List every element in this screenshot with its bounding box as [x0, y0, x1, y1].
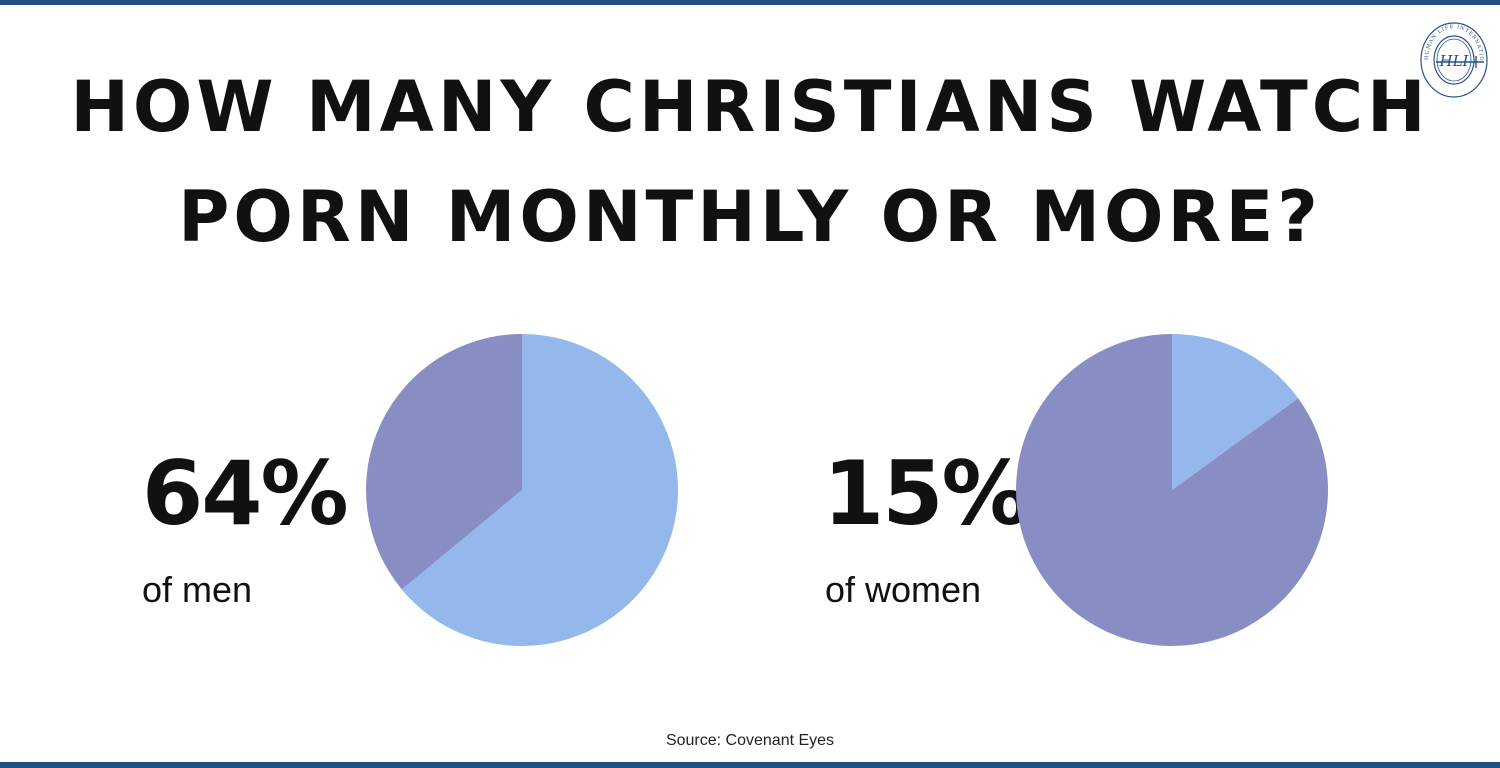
title-line-1: HOW MANY CHRISTIANS WATCH: [70, 66, 1430, 148]
women-percent: 15%: [823, 442, 1030, 545]
men-label: of men: [142, 569, 253, 610]
logo-monogram: HLI: [1439, 52, 1470, 70]
title-line-2: PORN MONTHLY OR MORE?: [178, 176, 1322, 258]
men-pie-chart: [366, 334, 678, 646]
men-pie-slice-1: [366, 334, 522, 590]
women-label: of women: [825, 569, 982, 610]
women-pie-chart: [1016, 334, 1328, 646]
source-note: Source: Covenant Eyes: [665, 732, 835, 749]
hli-logo: HLI HUMAN LIFE INTERNATIONAL: [1418, 18, 1488, 98]
women-pie-slice-1: [1016, 334, 1328, 646]
page-title: HOW MANY CHRISTIANS WATCH PORN MONTHLY O…: [0, 52, 1500, 272]
men-percent: 64%: [142, 442, 349, 545]
women-pie-slice-0: [1172, 334, 1299, 490]
men-pie-slice-0: [401, 334, 678, 646]
bottom-border: [0, 762, 1500, 768]
top-border: [0, 0, 1500, 5]
